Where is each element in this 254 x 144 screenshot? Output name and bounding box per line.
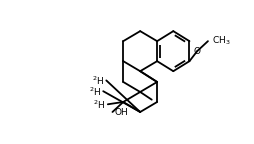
Text: $^2$H: $^2$H (92, 74, 104, 87)
Text: $^2$H: $^2$H (92, 99, 105, 111)
Text: CH$_3$: CH$_3$ (212, 34, 230, 47)
Text: O: O (194, 47, 201, 56)
Text: $^2$H: $^2$H (89, 86, 101, 98)
Text: OH: OH (114, 108, 128, 117)
